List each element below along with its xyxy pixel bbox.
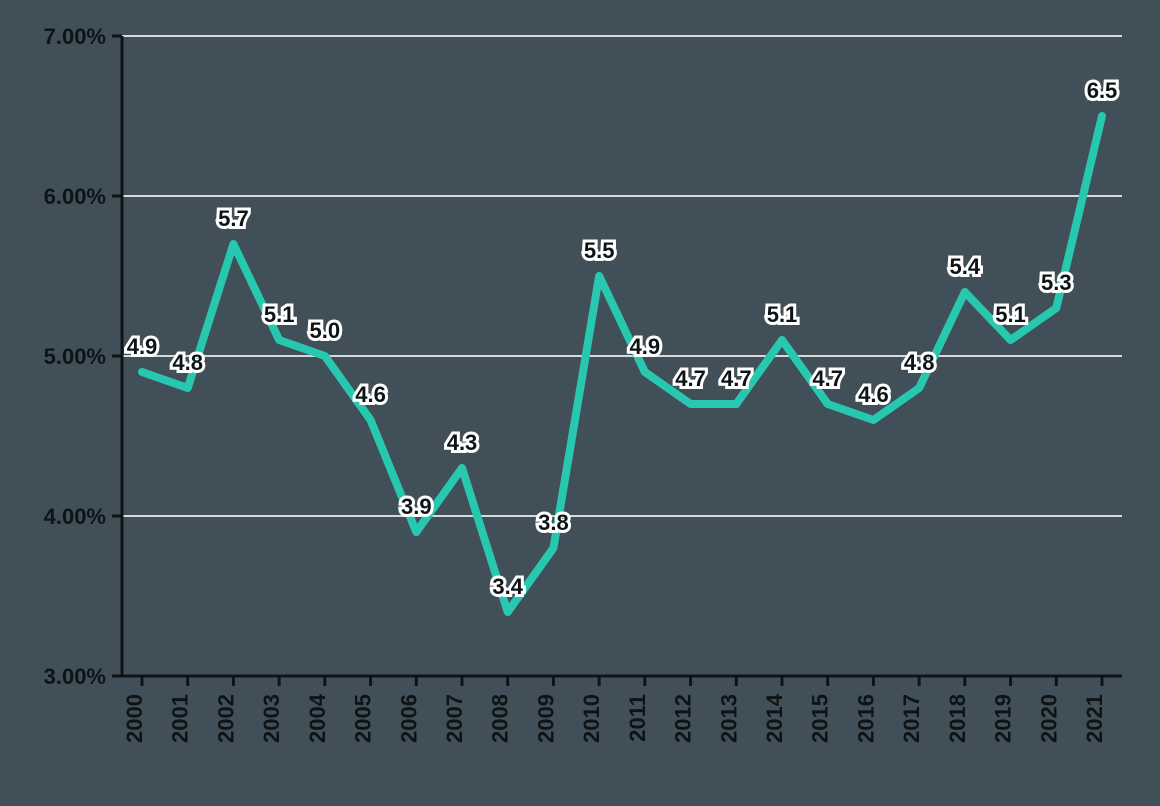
point-label: 3.4 bbox=[492, 574, 523, 599]
ytick-label: 7.00% bbox=[44, 24, 106, 49]
point-label: 6.5 bbox=[1087, 78, 1118, 103]
xtick-label: 2009 bbox=[533, 694, 558, 743]
point-label: 4.6 bbox=[858, 382, 889, 407]
ytick-label: 5.00% bbox=[44, 344, 106, 369]
xtick-label: 2019 bbox=[991, 694, 1016, 743]
xtick-label: 2004 bbox=[305, 693, 330, 743]
xtick-label: 2020 bbox=[1036, 694, 1061, 743]
xtick-label: 2000 bbox=[122, 694, 147, 743]
series-line bbox=[142, 116, 1102, 612]
ytick-label: 3.00% bbox=[44, 664, 106, 689]
xtick-label: 2008 bbox=[488, 694, 513, 743]
xtick-label: 2017 bbox=[899, 694, 924, 743]
point-label: 4.8 bbox=[172, 350, 203, 375]
point-label: 5.4 bbox=[950, 254, 981, 279]
point-label: 3.8 bbox=[538, 510, 569, 535]
ytick-label: 4.00% bbox=[44, 504, 106, 529]
xtick-label: 2007 bbox=[442, 694, 467, 743]
point-label: 5.3 bbox=[1041, 270, 1072, 295]
line-chart: 3.00% 4.00% 5.00% 6.00% 7.00% 2000 2001 2002 200… bbox=[0, 0, 1160, 806]
point-label: 4.9 bbox=[630, 334, 661, 359]
xtick-label: 2013 bbox=[716, 694, 741, 743]
xtick-label: 2011 bbox=[625, 694, 650, 742]
xtick-label: 2016 bbox=[853, 694, 878, 743]
xtick-label: 2006 bbox=[396, 694, 421, 743]
chart-svg: 3.00% 4.00% 5.00% 6.00% 7.00% 2000 2001 2002 200… bbox=[0, 0, 1160, 806]
xtick-label: 2018 bbox=[945, 694, 970, 743]
point-label: 5.1 bbox=[995, 302, 1026, 327]
point-label: 4.3 bbox=[447, 430, 478, 455]
xtick-label: 2003 bbox=[259, 694, 284, 743]
point-label: 3.9 bbox=[401, 494, 432, 519]
point-label: 5.0 bbox=[310, 318, 341, 343]
point-label: 4.7 bbox=[812, 366, 843, 391]
xtick-label: 2014 bbox=[762, 693, 787, 743]
xtick-label: 2021 bbox=[1082, 694, 1107, 743]
xtick-label: 2005 bbox=[351, 694, 376, 743]
point-label: 5.5 bbox=[584, 238, 615, 263]
point-label: 4.7 bbox=[721, 366, 752, 391]
ytick-label: 6.00% bbox=[44, 184, 106, 209]
point-label: 4.8 bbox=[904, 350, 935, 375]
xtick-label: 2012 bbox=[671, 694, 696, 743]
xtick-label: 2001 bbox=[168, 694, 193, 743]
xtick-label: 2010 bbox=[579, 694, 604, 743]
point-label: 5.1 bbox=[264, 302, 295, 327]
point-label: 5.1 bbox=[767, 302, 798, 327]
point-label: 4.6 bbox=[355, 382, 386, 407]
xtick-label: 2015 bbox=[808, 694, 833, 743]
point-label: 4.9 bbox=[127, 334, 158, 359]
xtick-label: 2002 bbox=[213, 694, 238, 743]
point-label: 4.7 bbox=[675, 366, 706, 391]
point-label: 5.7 bbox=[218, 206, 249, 231]
